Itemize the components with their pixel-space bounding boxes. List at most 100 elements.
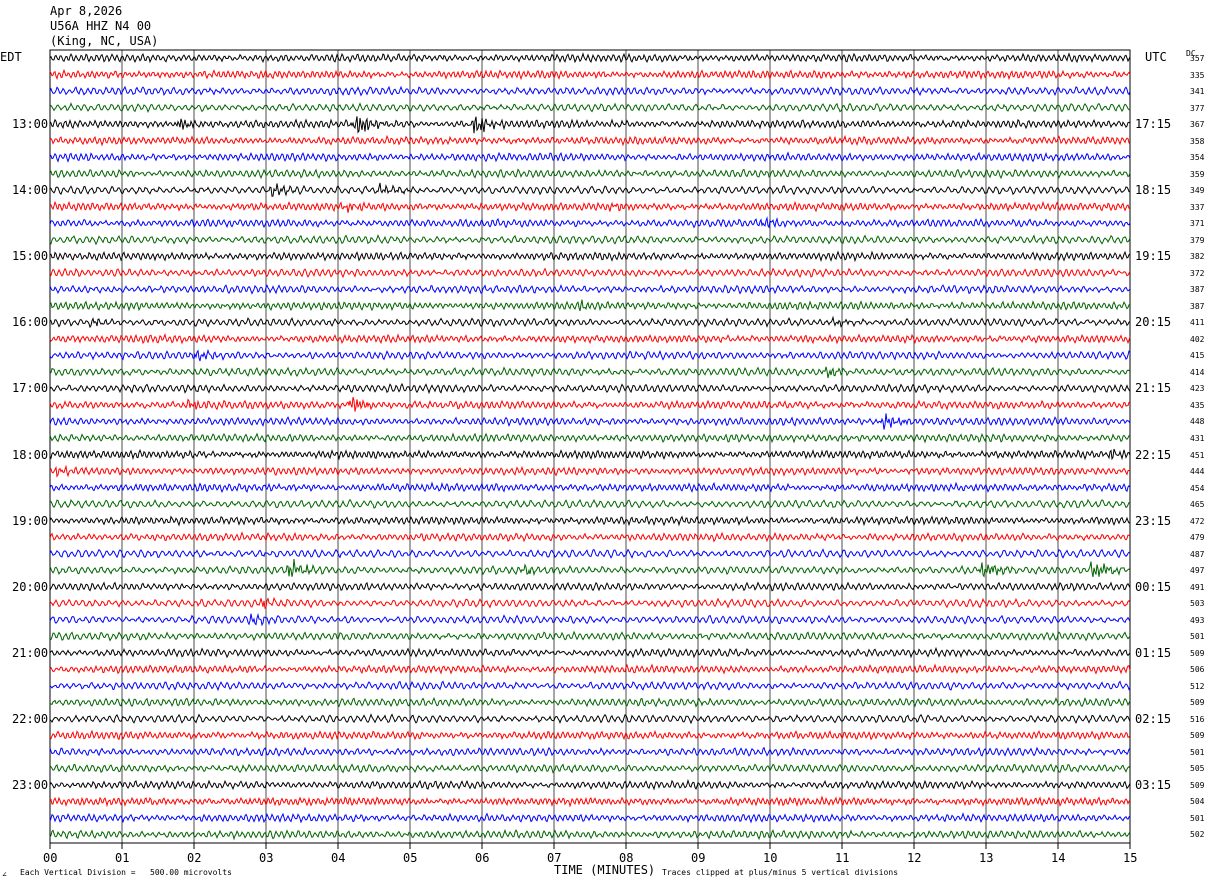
seismic-trace-row [49,795,1131,808]
seismic-trace-row [49,713,1131,725]
clip-note: Traces clipped at plus/minus 5 vertical … [662,868,899,877]
dc-offset-value: 505 [1190,764,1205,774]
seismic-trace-row [49,612,1131,627]
seismic-trace-row [49,85,1131,97]
dc-offset-value: 335 [1190,70,1205,80]
right-time-label: 20:15 [1135,315,1172,330]
x-tick-label: 09 [691,851,706,865]
dc-offset-value: 402 [1190,334,1205,344]
seismic-trace-row [49,168,1131,180]
seismic-trace-row [49,630,1131,642]
seismic-trace-row [49,382,1131,395]
seismic-trace-row [49,234,1131,246]
x-tick-label: 08 [619,851,634,865]
dc-offset-value: 414 [1190,367,1205,377]
dc-offset-value: 506 [1190,665,1205,675]
dc-offset-value: 337 [1190,202,1205,212]
dc-offset-value: 516 [1190,714,1205,724]
dc-offset-value: 497 [1190,566,1205,576]
seismic-trace-row [49,432,1131,444]
dc-offset-value: 454 [1190,483,1205,493]
x-tick-label: 07 [547,851,562,865]
left-time-label: 16:00 [12,315,49,330]
record-date: Apr 8,2026 [50,4,123,18]
left-time-label: 14:00 [12,183,49,198]
dc-offset-value: 472 [1190,516,1205,526]
dc-offset-value: 493 [1190,615,1205,625]
seismic-trace-row [49,216,1131,229]
seismic-trace-row [49,283,1131,295]
seismic-trace-row [49,548,1131,559]
x-tick-label: 06 [475,851,490,865]
dc-offset-value: 501 [1190,747,1205,757]
seismic-trace-row [49,413,1131,430]
seismic-trace-row [49,559,1131,578]
dc-offset-value: 435 [1190,400,1205,410]
right-time-label: 02:15 [1135,711,1172,726]
seismic-trace-row [49,52,1131,64]
x-tick-label: 05 [403,851,418,865]
dc-offset-value: 411 [1190,318,1205,328]
x-tick-label: 00 [43,851,58,865]
left-time-label: 15:00 [12,249,49,264]
seismic-trace-row [49,696,1131,708]
seismic-trace-row [49,778,1131,791]
seismic-trace-row [49,366,1131,379]
right-time-label: 01:15 [1135,645,1172,660]
right-time-label: 19:15 [1135,249,1172,264]
dc-offset-value: 509 [1190,780,1205,790]
seismic-trace-row [49,464,1131,478]
plot-frame [49,49,1131,844]
seismic-trace-row [49,498,1131,510]
vertical-scale-prefix: Each Vertical Division = [20,868,136,877]
station-location: (King, NC, USA) [50,34,159,48]
dc-offset-value: 448 [1190,417,1205,427]
x-tick-label: 02 [187,851,202,865]
dc-offset-value: 359 [1190,169,1205,179]
right-time-label: 17:15 [1135,117,1172,132]
dc-offset-value: 503 [1190,599,1205,609]
dc-offset-value: 357 [1190,54,1205,63]
seismic-trace-row [49,134,1131,147]
left-time-label: 17:00 [12,381,49,396]
x-tick-label: 01 [115,851,130,865]
right-time-label: 18:15 [1135,183,1172,198]
left-time-label: 21:00 [12,645,49,660]
dc-offset-value: 367 [1190,120,1205,130]
dc-offset-value: 415 [1190,351,1205,361]
right-time-label: 23:15 [1135,513,1172,528]
dc-offset-value: 451 [1190,450,1205,460]
dc-offset-value: 502 [1190,830,1205,840]
seismic-trace-row [49,182,1131,197]
dc-offset-value: 387 [1190,285,1205,295]
left-time-label: 18:00 [12,447,49,462]
seismic-trace-row [49,763,1131,774]
seismic-trace-row [49,828,1131,841]
seismic-trace-row [49,348,1131,362]
dc-offset-value: 379 [1190,235,1205,245]
x-tick-label: 04 [331,851,346,865]
dc-offset-value: 491 [1190,582,1205,592]
dc-offset-value: 501 [1190,813,1205,823]
seismic-trace-row [49,729,1131,741]
seismic-trace-row [49,596,1131,610]
right-time-label: 03:15 [1135,777,1172,792]
right-time-label: 00:15 [1135,579,1172,594]
seismic-trace-row [49,515,1131,527]
x-tick-label: 13 [979,851,994,865]
seismic-trace-row [49,397,1131,412]
seismic-trace-row [49,68,1131,81]
dc-offset-value: 444 [1190,467,1205,477]
x-axis-title: TIME (MINUTES) [554,863,656,877]
seismic-trace-row [49,299,1131,312]
seismic-trace-row [49,448,1131,461]
seismic-trace-row [49,315,1131,329]
right-time-label: 22:15 [1135,447,1172,462]
seismic-trace-row [49,332,1131,345]
vertical-scale-value: 500.00 microvolts [150,868,232,877]
x-tick-label: 11 [835,851,850,865]
dc-offset-header: DC [1186,49,1196,58]
dc-offset-value: 504 [1190,797,1205,807]
x-tick-label: 03 [259,851,274,865]
seismic-trace-row [49,151,1131,163]
